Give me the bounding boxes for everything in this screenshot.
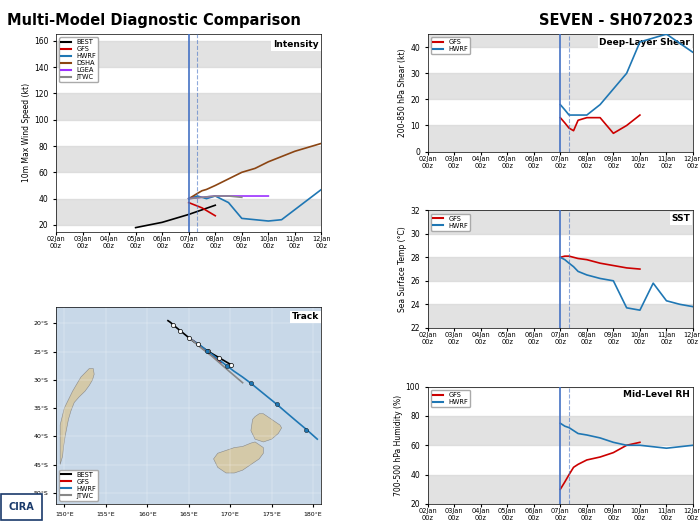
Text: Track: Track: [291, 312, 318, 321]
Text: SST: SST: [671, 214, 690, 223]
Legend: BEST, GFS, HWRF, DSHA, LGEA, JTWC: BEST, GFS, HWRF, DSHA, LGEA, JTWC: [60, 37, 99, 82]
Y-axis label: 700-500 hPa Humidity (%): 700-500 hPa Humidity (%): [393, 395, 402, 496]
Bar: [428, 21, 693, 47]
Text: Deep-Layer Shear: Deep-Layer Shear: [599, 38, 690, 47]
Bar: [428, 304, 693, 328]
Y-axis label: 10m Max Wind Speed (kt): 10m Max Wind Speed (kt): [22, 83, 31, 182]
Y-axis label: 200-850 hPa Shear (kt): 200-850 hPa Shear (kt): [398, 48, 407, 137]
Text: Mid-Level RH: Mid-Level RH: [624, 390, 690, 399]
Bar: [56, 198, 321, 225]
Polygon shape: [251, 414, 281, 442]
Bar: [428, 416, 693, 445]
Bar: [56, 93, 321, 120]
Text: CIRA: CIRA: [8, 502, 34, 512]
Bar: [56, 41, 321, 67]
Y-axis label: Sea Surface Temp (°C): Sea Surface Temp (°C): [398, 226, 407, 312]
Bar: [428, 125, 693, 152]
Text: Multi-Model Diagnostic Comparison: Multi-Model Diagnostic Comparison: [7, 13, 301, 28]
Legend: BEST, GFS, HWRF, JTWC: BEST, GFS, HWRF, JTWC: [60, 470, 99, 501]
Bar: [428, 475, 693, 504]
Legend: GFS, HWRF: GFS, HWRF: [431, 390, 470, 407]
Bar: [428, 211, 693, 234]
Bar: [56, 146, 321, 172]
Legend: GFS, HWRF: GFS, HWRF: [431, 37, 470, 55]
Polygon shape: [60, 369, 94, 465]
Polygon shape: [214, 442, 263, 473]
Text: Intensity: Intensity: [273, 40, 318, 49]
Bar: [428, 257, 693, 281]
Bar: [428, 74, 693, 99]
Bar: [428, 372, 693, 386]
Text: SEVEN - SH072023: SEVEN - SH072023: [539, 13, 693, 28]
Legend: GFS, HWRF: GFS, HWRF: [431, 214, 470, 230]
